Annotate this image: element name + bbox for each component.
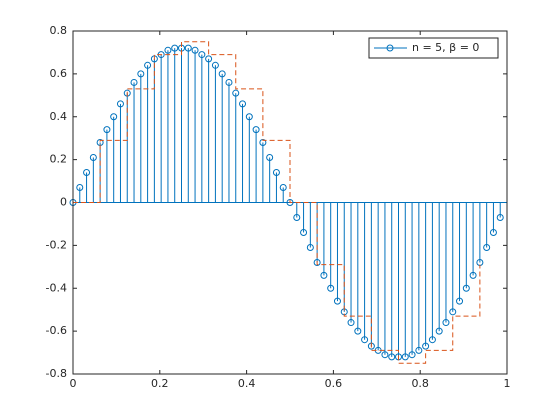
stem-marker [225, 78, 233, 86]
stem-marker [110, 113, 118, 121]
stem-marker [313, 259, 321, 267]
stem-marker [320, 271, 328, 279]
stem-marker [76, 183, 84, 191]
stem-marker [333, 297, 341, 305]
stem-marker [130, 78, 138, 86]
y-tick-label: 0.2 [50, 153, 68, 166]
x-tick-label: 0.2 [151, 377, 169, 390]
stem-marker [137, 70, 145, 78]
stem-marker [266, 153, 274, 161]
axes-box [72, 30, 508, 375]
stairs-line [73, 41, 481, 364]
stem-marker [232, 89, 240, 97]
stem-marker [442, 319, 450, 327]
legend-box [368, 37, 499, 59]
x-tick-label: 0 [70, 377, 77, 390]
stem-marker [354, 327, 362, 335]
stem-marker [415, 346, 423, 354]
y-tick-label: 0 [60, 196, 67, 209]
x-tick-label: 0.6 [325, 377, 343, 390]
y-tick-label: 0.4 [50, 110, 68, 123]
legend-label: n = 5, β = 0 [412, 41, 479, 54]
stem-marker [279, 183, 287, 191]
stem-marker [252, 126, 260, 134]
stem-marker [89, 153, 97, 161]
stem-marker [293, 214, 301, 222]
stem-marker [198, 51, 206, 59]
y-tick-label: 0.8 [50, 24, 68, 37]
y-tick-label: -0.8 [46, 367, 67, 380]
y-tick-label: -0.4 [46, 281, 67, 294]
stem-marker [83, 168, 91, 176]
y-tick-label: -0.6 [46, 324, 67, 337]
stem-marker [239, 100, 247, 108]
stem-marker [164, 46, 172, 54]
stem-marker [489, 229, 497, 237]
x-tick-label: 0.4 [238, 377, 256, 390]
stem-marker [205, 55, 213, 63]
stem-marker [191, 46, 199, 54]
stem-marker [401, 353, 409, 361]
stem-marker [286, 199, 294, 206]
x-tick-label: 1 [504, 377, 511, 390]
stem-marker [347, 319, 355, 327]
stem-marker [469, 271, 477, 279]
stem-marker [171, 44, 179, 52]
legend-marker [386, 44, 394, 52]
stem-marker [327, 284, 335, 292]
stem-marker [435, 327, 443, 335]
stem-marker [483, 244, 491, 252]
y-tick-label: 0.6 [50, 67, 68, 80]
stem-marker [449, 308, 457, 316]
stem-marker [300, 229, 308, 237]
stem-marker [361, 336, 369, 344]
stem-marker [103, 126, 111, 134]
stem-marker [184, 44, 192, 52]
stem-marker [306, 244, 314, 252]
stem-marker [388, 353, 396, 361]
stem-marker [408, 351, 416, 359]
stem-marker [272, 168, 280, 176]
stem-marker [456, 297, 464, 305]
stem-marker [496, 214, 504, 222]
stem-marker [245, 113, 253, 121]
stem-marker [116, 100, 124, 108]
stem-marker [462, 284, 470, 292]
x-tick-label: 0.8 [411, 377, 429, 390]
stem-marker [428, 336, 436, 344]
stem-marker [211, 61, 219, 69]
stem-marker [422, 342, 430, 350]
stem-marker [381, 351, 389, 359]
stem-marker [144, 61, 152, 69]
stem-marker [218, 70, 226, 78]
y-tick-label: -0.2 [46, 238, 67, 251]
